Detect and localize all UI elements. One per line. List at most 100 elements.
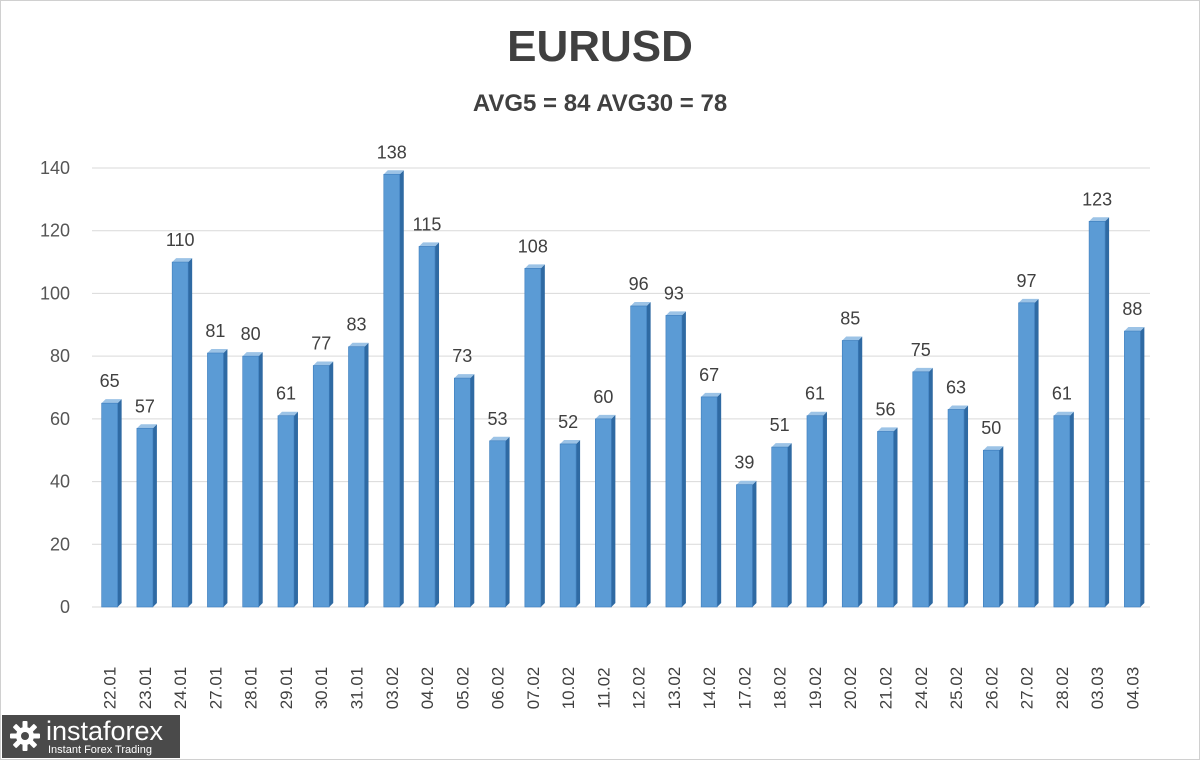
bar-side [399, 170, 404, 607]
data-label: 50 [981, 418, 1001, 438]
bar-top [1089, 217, 1110, 222]
bar [136, 427, 154, 608]
bar [1053, 415, 1071, 608]
bar-side [223, 349, 228, 607]
bar-top [383, 170, 404, 175]
y-tick-label: 100 [40, 283, 70, 303]
bar-top [101, 399, 122, 404]
bar-top [277, 411, 298, 416]
x-tick-label: 05.02 [453, 667, 472, 710]
bar [418, 246, 436, 608]
data-label: 51 [770, 415, 790, 435]
bar-side [893, 427, 898, 607]
bar-top [172, 258, 193, 263]
x-tick-label: 27.02 [1018, 667, 1037, 710]
chart-subtitle: AVG5 = 84 AVG30 = 78 [472, 90, 728, 117]
bar-top [207, 349, 228, 354]
data-label: 88 [1122, 299, 1142, 319]
x-tick-label: 06.02 [489, 667, 508, 710]
bar-side [188, 258, 193, 607]
data-label: 108 [518, 236, 548, 256]
bar [665, 315, 683, 608]
data-label: 85 [840, 308, 860, 328]
bar-top [877, 427, 898, 432]
x-tick-label: 04.03 [1123, 667, 1142, 710]
bar-top [806, 411, 827, 416]
bar [736, 484, 753, 608]
data-label: 81 [205, 321, 225, 341]
x-tick-label: 04.02 [418, 667, 437, 710]
bar-side [117, 399, 122, 607]
bar-side [293, 411, 298, 607]
x-tick-label: 22.01 [101, 667, 120, 710]
data-label: 63 [946, 377, 966, 397]
x-tick-label: 31.01 [348, 667, 367, 710]
y-axis-ticks: 0 20 40 60 80 100 120 140 [40, 158, 70, 617]
bar-top [1124, 327, 1145, 332]
bar-side [681, 311, 686, 607]
bars [101, 170, 1145, 608]
data-label: 75 [911, 340, 931, 360]
x-axis-labels: 22.01 23.01 24.01 27.01 28.01 29.01 30.01 31.01… [101, 667, 1143, 710]
bar-top [912, 367, 933, 372]
y-tick-label: 40 [50, 472, 70, 492]
bar [1088, 221, 1106, 608]
x-tick-label: 17.02 [735, 667, 754, 710]
bar [1018, 302, 1035, 608]
bar [877, 431, 894, 608]
data-label: 60 [593, 387, 613, 407]
data-label: 97 [1017, 271, 1037, 291]
bar [524, 268, 542, 608]
data-label: 56 [875, 399, 895, 419]
bar-side [646, 301, 651, 607]
data-label: 123 [1082, 189, 1112, 209]
bar-side [540, 264, 545, 607]
bar [101, 402, 118, 608]
data-label: 115 [413, 214, 442, 234]
bar-top [736, 480, 757, 485]
bar-side [717, 392, 722, 607]
bar-top [560, 439, 581, 444]
bar-side [364, 342, 369, 607]
data-label: 110 [166, 230, 195, 250]
x-tick-label: 28.01 [242, 667, 261, 710]
bar-side [611, 414, 616, 607]
bar [453, 377, 471, 608]
bar-top [136, 424, 157, 429]
bar [912, 371, 930, 608]
x-tick-label: 28.02 [1053, 667, 1072, 710]
x-tick-label: 18.02 [771, 667, 790, 710]
x-tick-label: 26.02 [982, 667, 1001, 710]
logo-tagline: Instant Forex Trading [48, 744, 152, 756]
bar [806, 415, 824, 608]
bar [312, 365, 330, 608]
y-tick-label: 20 [50, 534, 70, 554]
bar-top [1018, 298, 1039, 303]
bar-side [258, 352, 263, 607]
y-tick-label: 60 [50, 409, 70, 429]
bar [207, 352, 224, 608]
bar-side [505, 436, 510, 607]
x-tick-label: 13.02 [665, 667, 684, 710]
x-tick-label: 29.01 [277, 667, 296, 710]
bar-side [1069, 411, 1074, 607]
data-label: 96 [629, 274, 649, 294]
gridlines [92, 167, 1150, 608]
bar-top [701, 392, 722, 397]
x-tick-label: 27.01 [206, 667, 225, 710]
bar-side [152, 424, 157, 607]
bar [489, 440, 506, 608]
x-tick-label: 14.02 [700, 667, 719, 710]
bar-side [787, 443, 792, 607]
bar-top [348, 342, 369, 347]
y-tick-label: 140 [40, 158, 70, 178]
x-tick-label: 25.02 [947, 667, 966, 710]
x-tick-label: 03.03 [1088, 667, 1107, 710]
data-label: 52 [558, 412, 578, 432]
bar [595, 418, 612, 608]
bar [1124, 330, 1141, 608]
y-tick-label: 0 [60, 597, 70, 617]
x-tick-label: 24.02 [912, 667, 931, 710]
bar-top [1053, 411, 1074, 416]
bar-side [1140, 327, 1145, 607]
